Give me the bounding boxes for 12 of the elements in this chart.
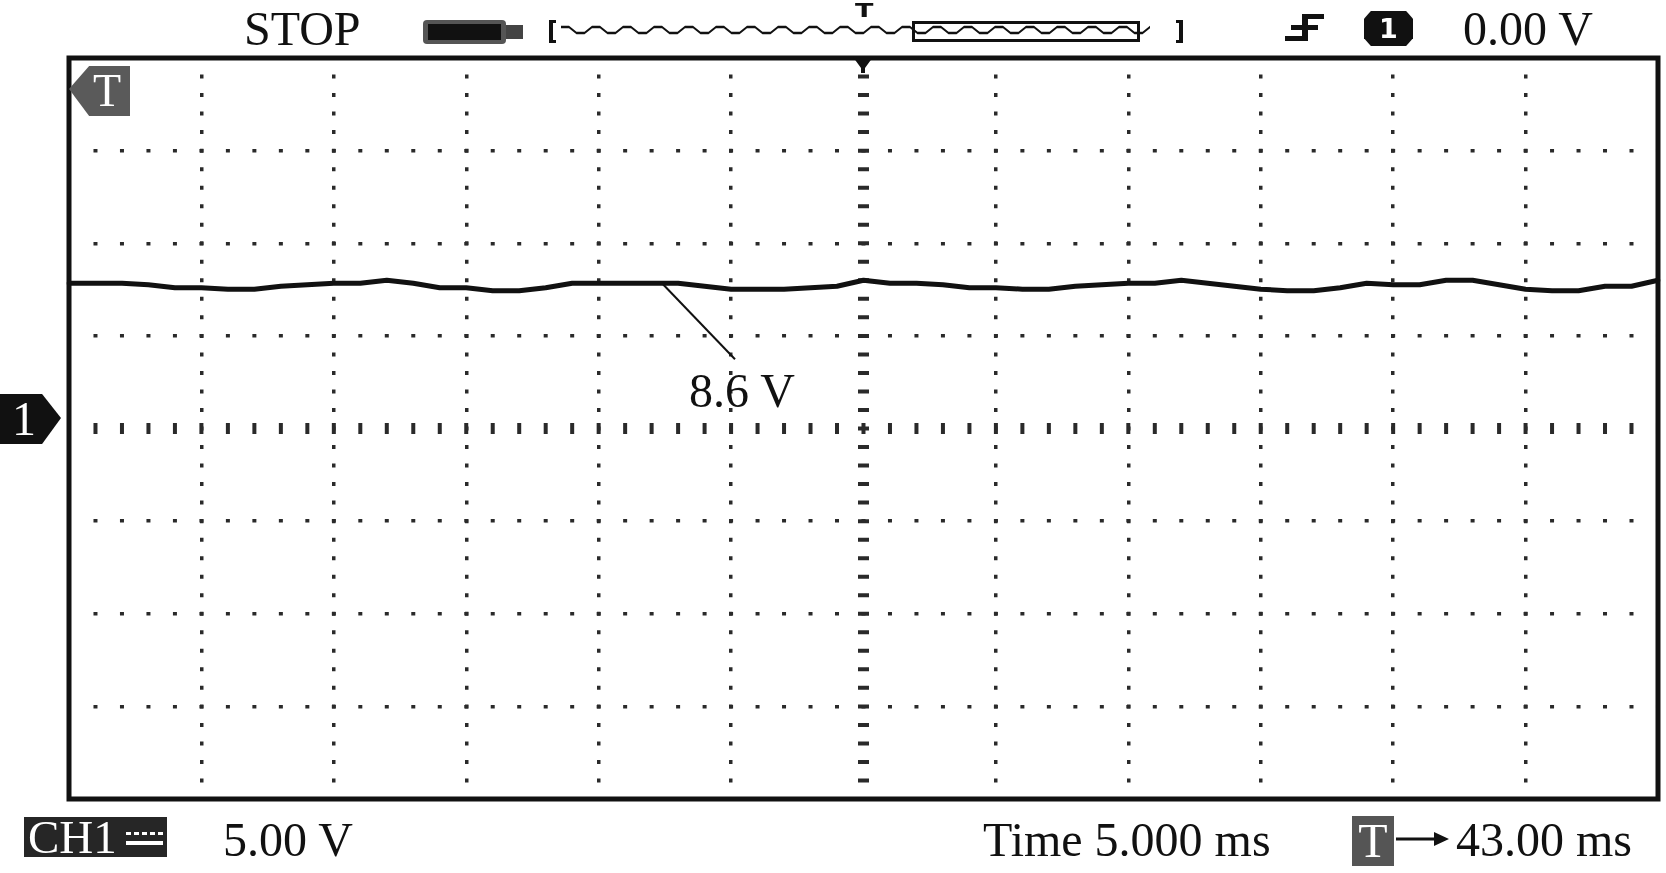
text: T — [855, 0, 874, 22]
text: Time 5.000 ms — [983, 813, 1271, 866]
text: T — [1352, 814, 1394, 867]
text: 5.00 V — [223, 813, 353, 866]
text: T — [69, 65, 130, 116]
text: 1 — [0, 392, 61, 445]
text: STOP — [244, 2, 361, 55]
text: 43.00 ms — [1456, 813, 1633, 866]
text: CH1 — [27, 811, 118, 863]
annotation: 8.6 V — [689, 364, 796, 418]
text: 0.00 V — [1463, 2, 1593, 55]
text: 1 — [1364, 11, 1413, 46]
